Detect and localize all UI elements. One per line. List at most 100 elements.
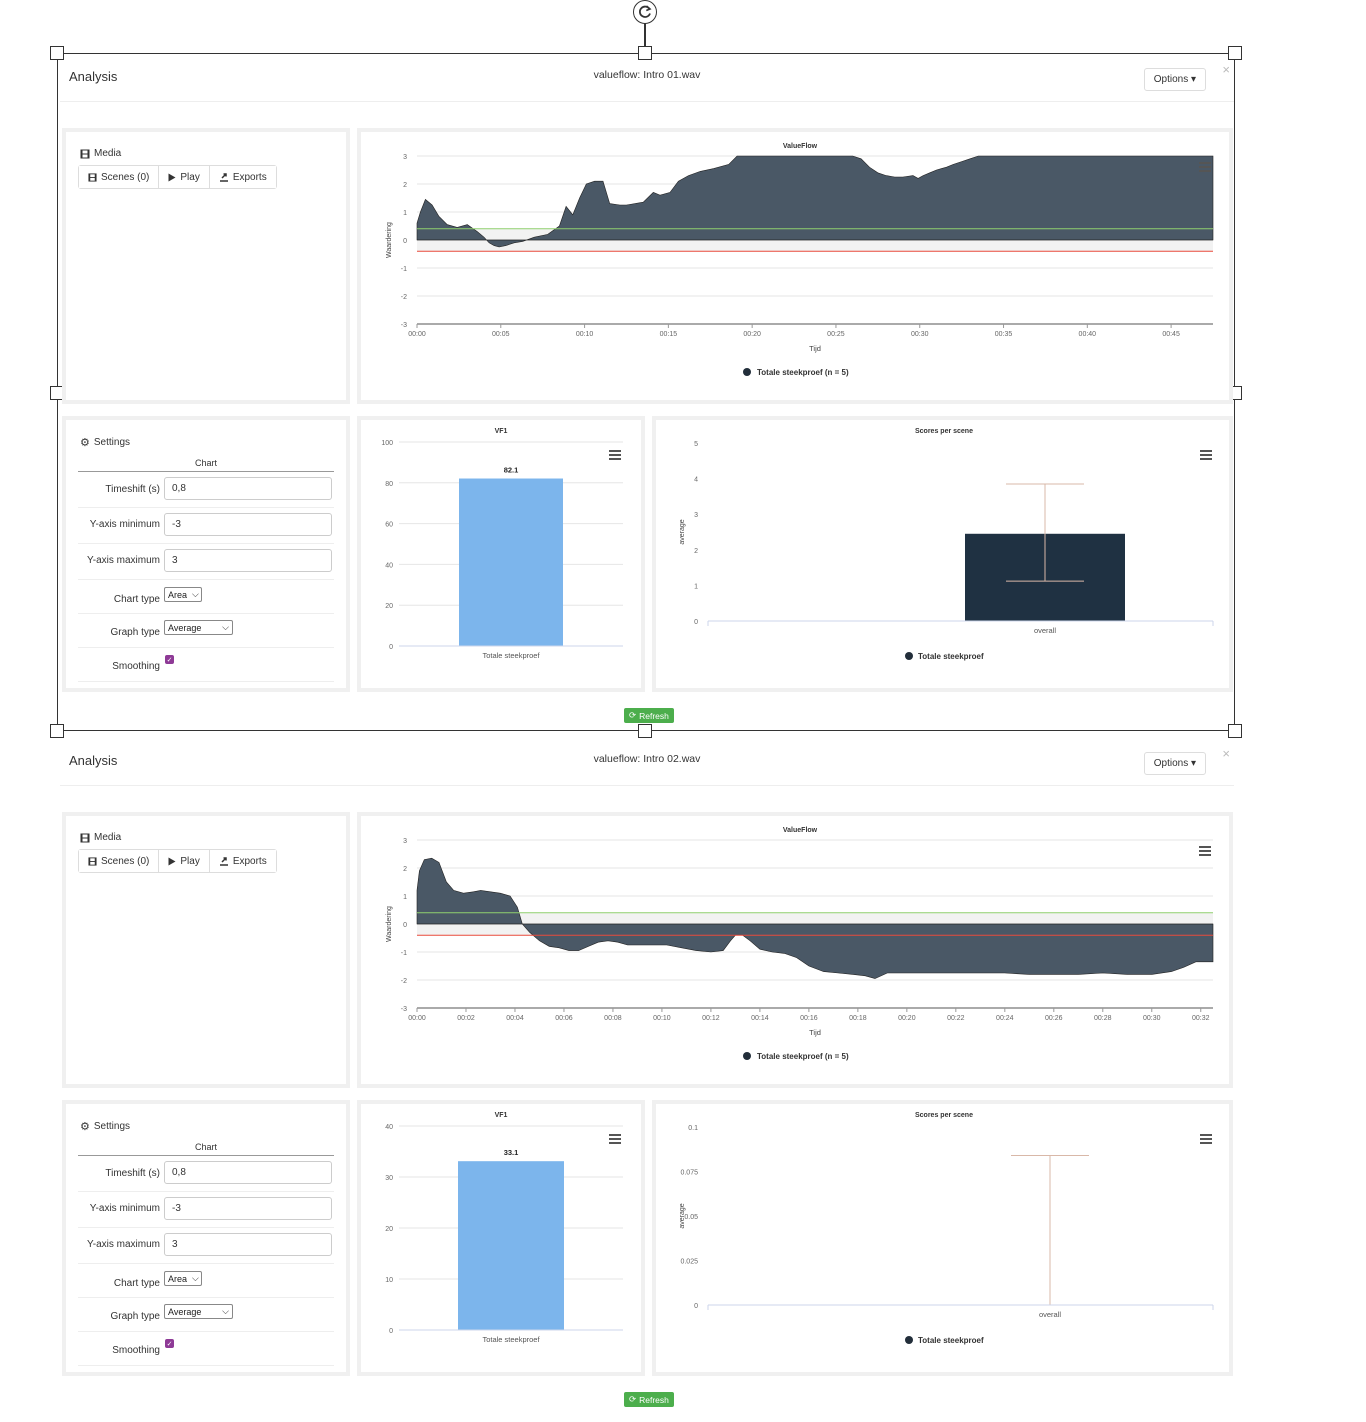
scenes-button[interactable]: Scenes (0) (79, 166, 160, 188)
media-label: Media (94, 832, 122, 843)
chart-menu-icon[interactable] (1200, 1134, 1212, 1144)
play-button[interactable]: Play (159, 850, 210, 872)
smoothing-checkbox[interactable]: ✓ (165, 1339, 174, 1348)
graph-type-label: Graph type (110, 1311, 160, 1322)
valueflow-chart-panel: ValueFlow 3 2 1 0 -1 -2 -3 00:00 00:05 00:10 00:15 0… (357, 128, 1233, 404)
x-axis-title: Tijd (809, 344, 821, 353)
refresh-icon: ⟳ (629, 1394, 637, 1404)
y-tick-label: 0 (389, 1328, 393, 1335)
x-tick-label: 00:20 (743, 331, 761, 338)
scenes-button[interactable]: Scenes (0) (79, 850, 160, 872)
options-button[interactable]: Options ▾ (1143, 752, 1206, 775)
settings-section-chart: Chart (78, 458, 334, 472)
y-tick-label: 0 (403, 922, 407, 929)
y-tick-label: 1 (403, 894, 407, 901)
chevron-down-icon: ⌵ (192, 1273, 199, 1283)
refresh-icon: ⟳ (629, 710, 637, 720)
chart-title: ValueFlow (783, 143, 818, 150)
x-tick-label: 00:04 (506, 1015, 524, 1022)
close-icon[interactable]: × (1222, 62, 1230, 77)
timeshift-label: Timeshift (s) (105, 1168, 160, 1179)
chart-menu-icon[interactable] (1199, 846, 1211, 856)
chart-title: VF1 (495, 428, 508, 435)
x-tick-label: overall (1034, 626, 1056, 635)
bar (458, 1161, 564, 1330)
play-button[interactable]: Play (159, 166, 210, 188)
y-tick-label: 3 (694, 512, 698, 519)
analysis-file-name: valueflow: Intro 01.wav (593, 69, 701, 81)
vf1-bar-chart: VF1 0 10 20 30 40 33.1 Totale steekproef (385, 1112, 623, 1344)
y-tick-label: 30 (385, 1175, 393, 1182)
analysis-widget-1: Analysis valueflow: Intro 01.wav Options… (60, 54, 1234, 730)
graph-type-select[interactable]: Average ⌵ (164, 1304, 233, 1319)
smoothing-label: Smoothing (112, 661, 160, 672)
x-tick-label: 00:18 (849, 1015, 867, 1022)
resize-handle-sw[interactable] (50, 724, 64, 738)
data-label: 33.1 (504, 1148, 519, 1157)
resize-handle-se[interactable] (1228, 724, 1242, 738)
y-tick-label: 2 (403, 182, 407, 189)
chart-menu-icon[interactable] (1199, 162, 1211, 172)
series-area (416, 857, 1214, 979)
y-tick-label: -3 (401, 1006, 407, 1013)
analysis-widget-2: Analysis valueflow: Intro 02.wav Options… (60, 738, 1234, 1414)
x-tick-label: overall (1039, 1310, 1061, 1319)
legend-label: Totale steekproef (918, 652, 984, 661)
analysis-header: Analysis valueflow: Intro 01.wav Options… (60, 54, 1234, 102)
resize-handle-s[interactable] (638, 724, 652, 738)
analysis-title: Analysis (69, 69, 118, 84)
y-tick-label: 5 (694, 441, 698, 448)
x-tick-label: Totale steekproef (482, 1335, 540, 1344)
y-tick-label: 0.05 (684, 1214, 698, 1221)
legend-label: Totale steekproef (n = 5) (757, 1052, 849, 1061)
chart-menu-icon[interactable] (609, 450, 621, 460)
rotate-handle-icon[interactable] (633, 0, 657, 24)
bar (459, 478, 563, 646)
close-icon[interactable]: × (1222, 746, 1230, 761)
exports-button[interactable]: Exports (209, 850, 276, 872)
y-tick-label: 0.075 (680, 1170, 698, 1177)
resize-handle-n[interactable] (638, 46, 652, 60)
y-axis-minimum-input[interactable]: -3 (164, 1197, 332, 1220)
y-axis-maximum-input[interactable]: 3 (164, 1233, 332, 1256)
analysis-header: Analysis valueflow: Intro 02.wav Options… (60, 738, 1234, 786)
smoothing-checkbox[interactable]: ✓ (165, 655, 174, 664)
y-axis-maximum-input[interactable]: 3 (164, 549, 332, 572)
y-tick-label: -1 (401, 950, 407, 957)
settings-panel: ⚙ Settings Chart Timeshift (s) 0,8 Y-axi… (62, 416, 350, 692)
x-tick-label: 00:00 (408, 331, 426, 338)
refresh-button[interactable]: ⟳ Refresh (624, 708, 674, 723)
chart-menu-icon[interactable] (609, 1134, 621, 1144)
graph-type-select[interactable]: Average ⌵ (164, 620, 233, 635)
vf1-chart-panel: VF1 0 10 20 30 40 33.1 Totale steekproef (357, 1100, 645, 1376)
gear-icon: ⚙ (80, 437, 90, 449)
refresh-button[interactable]: ⟳ Refresh (624, 1392, 674, 1407)
chart-type-select[interactable]: Area ⌵ (164, 1271, 202, 1286)
x-tick-label: 00:35 (995, 331, 1013, 338)
media-label: Media (94, 148, 122, 159)
x-tick-label: 00:10 (653, 1015, 671, 1022)
y-tick-label: 0 (694, 1303, 698, 1310)
timeshift-input[interactable]: 0,8 (164, 477, 332, 500)
exports-button[interactable]: Exports (209, 166, 276, 188)
y-tick-label: 100 (381, 440, 393, 447)
y-tick-label: 0 (389, 644, 393, 651)
exports-label: Exports (232, 855, 267, 867)
rotate-line (644, 22, 646, 52)
x-tick-label: 00:06 (555, 1015, 573, 1022)
chevron-down-icon: ⌵ (222, 1306, 229, 1316)
resize-handle-ne[interactable] (1228, 46, 1242, 60)
y-tick-label: -1 (401, 266, 407, 273)
chart-menu-icon[interactable] (1200, 450, 1212, 460)
options-button[interactable]: Options ▾ (1143, 68, 1206, 91)
y-tick-label: -2 (401, 978, 407, 985)
smoothing-label: Smoothing (112, 1345, 160, 1356)
resize-handle-nw[interactable] (50, 46, 64, 60)
y-axis-minimum-label: Y-axis minimum (89, 519, 160, 530)
chart-type-select[interactable]: Area ⌵ (164, 587, 202, 602)
media-panel: Media Scenes (0) Play Exports (62, 812, 350, 1088)
scores-per-scene-chart: Scores per scene 0 1 2 3 4 5 average overall Tota… (679, 428, 1214, 661)
timeshift-input[interactable]: 0,8 (164, 1161, 332, 1184)
y-axis-minimum-input[interactable]: -3 (164, 513, 332, 536)
graph-type-label: Graph type (110, 627, 160, 638)
